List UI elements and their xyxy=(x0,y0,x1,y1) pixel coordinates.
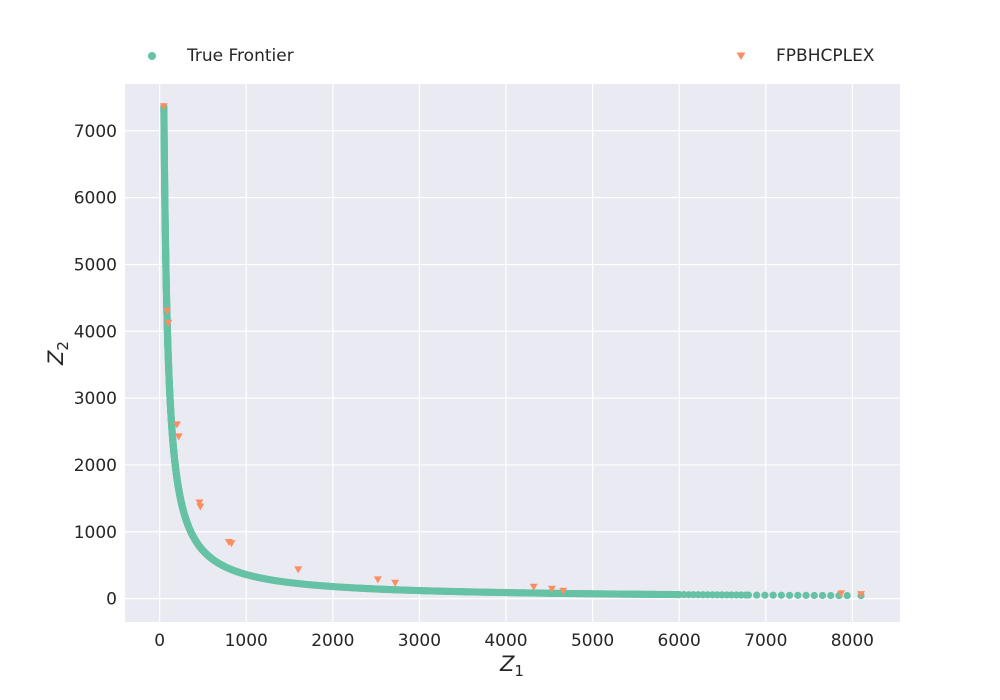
x-tick-label: 4000 xyxy=(484,631,527,651)
x-tick-label: 5000 xyxy=(571,631,614,651)
grid-lines xyxy=(125,84,900,622)
fpbhcplex-point xyxy=(857,591,866,599)
series-fpbhcplex xyxy=(159,103,866,599)
x-tick-label: 0 xyxy=(154,631,165,651)
true-frontier-point xyxy=(802,591,810,599)
true-frontier-point xyxy=(827,591,835,600)
true-frontier-point xyxy=(761,591,769,599)
true-frontier-point xyxy=(769,591,777,599)
x-tick-label: 7000 xyxy=(744,631,787,651)
plot-area xyxy=(125,84,900,622)
y-tick-label: 7000 xyxy=(74,122,117,142)
legend-marker-fpbhcplex xyxy=(736,52,746,60)
true-frontier-point xyxy=(843,591,851,600)
fpbhcplex-point xyxy=(294,566,303,574)
fpbhcplex-point xyxy=(172,421,181,429)
fpbhcplex-point xyxy=(163,307,171,315)
legend-marker-true-frontier xyxy=(148,52,156,60)
y-tick-label: 6000 xyxy=(74,189,117,209)
fpbhcplex-point xyxy=(529,583,538,591)
true-frontier-point xyxy=(753,591,761,599)
fpbhcplex-point xyxy=(196,503,205,511)
fpbhcplex-point xyxy=(159,103,168,111)
y-axis-label: Z2 xyxy=(44,341,72,366)
fpbhcplex-point xyxy=(164,319,173,327)
legend: True Frontier FPBHCPLEX xyxy=(148,46,875,66)
x-tick-label: 1000 xyxy=(225,631,268,651)
y-tick-label: 2000 xyxy=(74,456,117,476)
y-tick-label: 3000 xyxy=(74,389,117,409)
fpbhcplex-point xyxy=(373,576,382,584)
series-true-frontier xyxy=(160,103,865,600)
y-tick-labels: 0 1000 2000 3000 4000 5000 6000 7000 xyxy=(74,122,117,610)
fpbhcplex-point xyxy=(547,585,556,593)
legend-label-fpbhcplex: FPBHCPLEX xyxy=(776,46,875,66)
true-frontier-point xyxy=(818,591,827,600)
x-tick-label: 3000 xyxy=(398,631,441,651)
legend-label-true-frontier: True Frontier xyxy=(186,46,294,66)
true-frontier-point xyxy=(810,591,818,600)
fpbhcplex-point xyxy=(227,540,236,548)
x-tick-labels: 0 1000 2000 3000 4000 5000 6000 7000 8000 xyxy=(154,631,874,651)
x-tick-label: 6000 xyxy=(658,631,701,651)
y-tick-label: 4000 xyxy=(74,322,117,342)
y-tick-label: 1000 xyxy=(74,523,117,543)
y-tick-label: 5000 xyxy=(74,255,117,275)
x-tick-label: 2000 xyxy=(311,631,354,651)
fpbhcplex-point xyxy=(837,590,846,598)
fpbhcplex-point xyxy=(391,579,400,587)
y-tick-label: 0 xyxy=(106,590,117,610)
x-axis-label: Z1 xyxy=(499,652,524,680)
true-frontier-point xyxy=(744,591,753,599)
true-frontier-point xyxy=(794,591,802,599)
fpbhcplex-point xyxy=(195,499,204,507)
fpbhcplex-point xyxy=(559,587,568,595)
true-frontier-point xyxy=(785,591,794,599)
true-frontier-point xyxy=(777,591,785,599)
fpbhcplex-point xyxy=(174,433,183,441)
x-tick-label: 8000 xyxy=(831,631,874,651)
